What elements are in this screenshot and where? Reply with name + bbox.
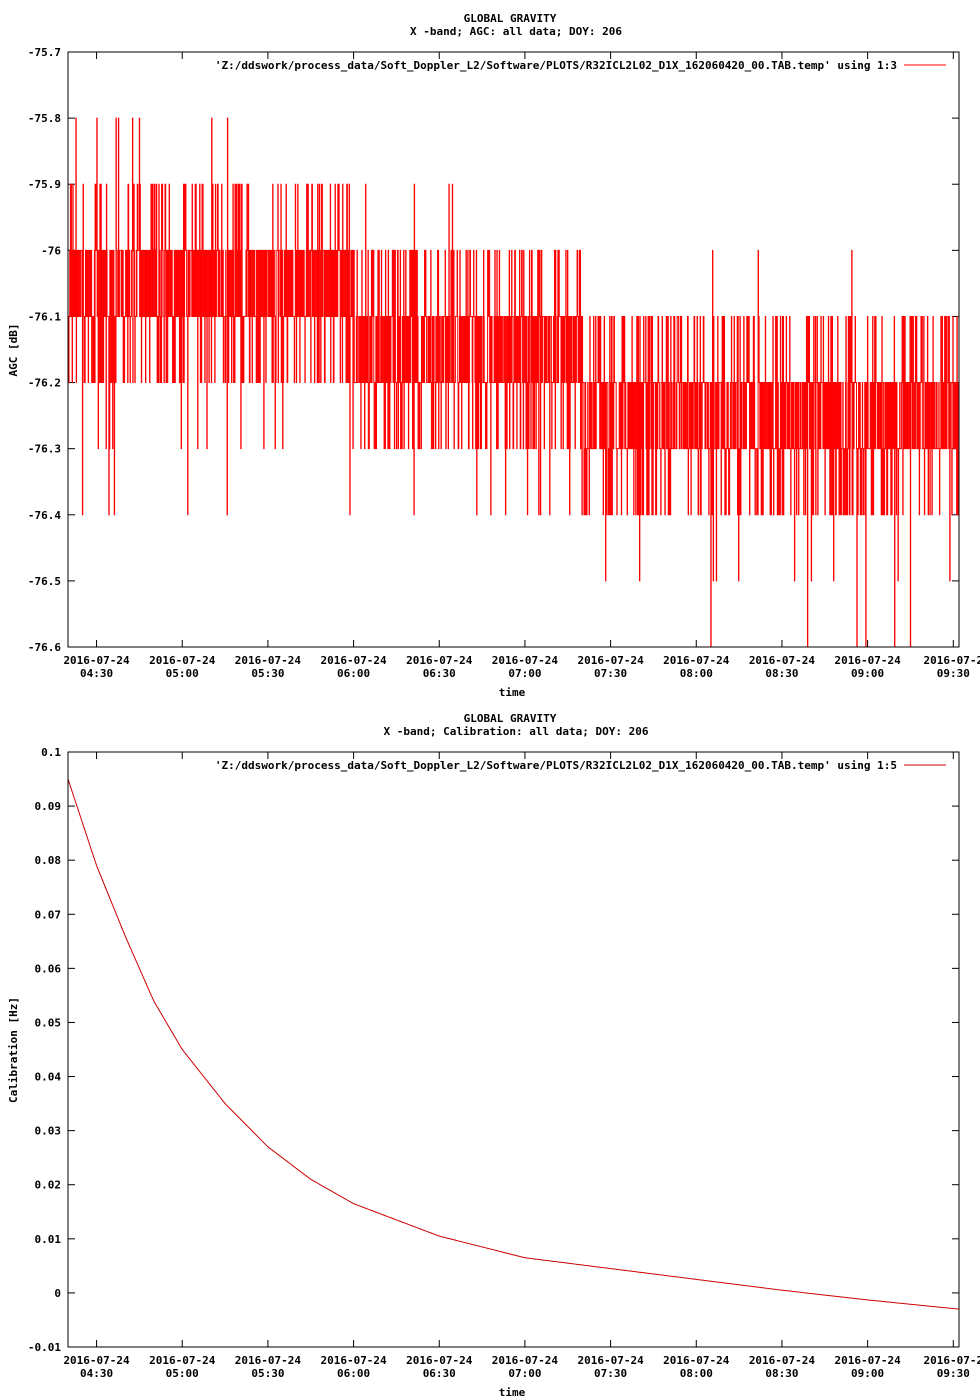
x-tick-label: 06:00 xyxy=(337,667,370,680)
y-tick-label: 0.03 xyxy=(35,1125,62,1138)
series-line xyxy=(67,778,960,1310)
x-tick-label: 09:00 xyxy=(851,1367,884,1380)
x-tick-label: 2016-07-2 xyxy=(923,1354,980,1367)
y-tick-label: 0.06 xyxy=(35,962,62,975)
agc-x-axis-label: time xyxy=(499,686,526,699)
y-tick-label: -75.9 xyxy=(28,178,61,191)
y-tick-label: -75.7 xyxy=(28,46,61,59)
y-tick-label: 0.05 xyxy=(35,1016,62,1029)
y-tick-label: -75.8 xyxy=(28,112,61,125)
x-tick-label: 06:00 xyxy=(337,1367,370,1380)
y-tick-label: 0 xyxy=(54,1287,61,1300)
y-tick-label: -76.6 xyxy=(28,641,61,654)
x-tick-label: 09:30 xyxy=(937,1367,970,1380)
y-tick-label: -76.1 xyxy=(28,310,61,323)
calibration-plot-frame xyxy=(67,751,960,1348)
calibration-x-axis-label: time xyxy=(499,1386,526,1399)
agc-y-axis-label: AGC [dB] xyxy=(7,324,20,377)
agc-legend-text: 'Z:/ddswork/process_data/Soft_Doppler_L2… xyxy=(215,59,897,72)
calibration-y-axis-label: Calibration [Hz] xyxy=(7,997,20,1103)
y-tick-label: 0.1 xyxy=(41,746,61,759)
x-tick-label: 2016-07-24 xyxy=(492,1354,559,1367)
calibration-legend-text: 'Z:/ddswork/process_data/Soft_Doppler_L2… xyxy=(215,759,897,772)
x-tick-label: 06:30 xyxy=(423,1367,456,1380)
x-tick-label: 05:00 xyxy=(166,667,199,680)
y-tick-label: 0.01 xyxy=(35,1233,62,1246)
x-tick-label: 2016-07-24 xyxy=(235,1354,302,1367)
calibration-marks: 0.1 0.09 0.08 0.07 0.06 0.05 0.04 0.03 0.02 0.01 0… xyxy=(28,746,980,1380)
x-tick-label: 2016-07-24 xyxy=(320,654,387,667)
x-tick-label: 2016-07-24 xyxy=(492,654,559,667)
x-tick-label: 05:00 xyxy=(166,1367,199,1380)
x-tick-label: 07:30 xyxy=(594,1367,627,1380)
x-tick-label: 07:30 xyxy=(594,667,627,680)
x-tick-label: 08:30 xyxy=(765,1367,798,1380)
x-tick-label: 2016-07-24 xyxy=(406,654,473,667)
y-tick-label: -0.01 xyxy=(28,1341,61,1354)
x-tick-label: 07:00 xyxy=(508,667,541,680)
calibration-chart-subtitle: X -band; Calibration: all data; DOY: 206 xyxy=(384,725,649,738)
y-tick-label: 0.08 xyxy=(35,854,62,867)
x-tick-label: 2016-07-24 xyxy=(63,1354,130,1367)
x-tick-label: 2016-07-2 xyxy=(923,654,980,667)
x-tick-label: 09:00 xyxy=(851,667,884,680)
y-tick-label: 0.04 xyxy=(35,1071,62,1084)
x-tick-label: 2016-07-24 xyxy=(235,654,302,667)
y-tick-label: -76.5 xyxy=(28,575,61,588)
y-tick-label: -76.4 xyxy=(28,509,61,522)
x-tick-label: 08:00 xyxy=(680,1367,713,1380)
x-tick-label: 2016-07-24 xyxy=(577,654,644,667)
agc-chart-panel: GLOBAL GRAVITY X -band; AGC: all data; D… xyxy=(7,12,980,699)
agc-marks: -75.7 -75.8 -75.9 -76 -76.1 -76.2 -76.3 -76.4 -7… xyxy=(28,46,980,680)
x-tick-label: 06:30 xyxy=(423,667,456,680)
calibration-chart-panel: GLOBAL GRAVITY X -band; Calibration: all… xyxy=(7,712,980,1399)
y-tick-label: -76.3 xyxy=(28,443,61,456)
x-tick-label: 09:30 xyxy=(937,667,970,680)
x-tick-label: 2016-07-24 xyxy=(749,1354,816,1367)
x-tick-label: 2016-07-24 xyxy=(663,1354,730,1367)
x-tick-label: 05:30 xyxy=(251,667,284,680)
x-tick-label: 08:00 xyxy=(680,667,713,680)
series-line xyxy=(67,117,960,648)
x-tick-label: 2016-07-24 xyxy=(577,1354,644,1367)
agc-chart-subtitle: X -band; AGC: all data; DOY: 206 xyxy=(410,25,622,38)
x-tick-label: 2016-07-24 xyxy=(663,654,730,667)
x-tick-label: 2016-07-24 xyxy=(320,1354,387,1367)
x-tick-label: 2016-07-24 xyxy=(63,654,130,667)
x-tick-label: 2016-07-24 xyxy=(834,1354,901,1367)
y-tick-label: -76.2 xyxy=(28,377,61,390)
x-tick-label: 2016-07-24 xyxy=(749,654,816,667)
y-tick-label: -76 xyxy=(41,244,61,257)
y-tick-label: 0.07 xyxy=(35,908,62,921)
x-tick-label: 2016-07-24 xyxy=(834,654,901,667)
calibration-chart-title: GLOBAL GRAVITY xyxy=(464,712,557,725)
x-tick-label: 2016-07-24 xyxy=(406,1354,473,1367)
x-tick-label: 2016-07-24 xyxy=(149,1354,216,1367)
x-tick-label: 04:30 xyxy=(80,667,113,680)
agc-plot-frame xyxy=(67,51,960,648)
y-tick-label: 0.09 xyxy=(35,800,62,813)
x-tick-label: 04:30 xyxy=(80,1367,113,1380)
x-tick-label: 05:30 xyxy=(251,1367,284,1380)
agc-chart-title: GLOBAL GRAVITY xyxy=(464,12,557,25)
x-tick-label: 2016-07-24 xyxy=(149,654,216,667)
x-tick-label: 08:30 xyxy=(765,667,798,680)
y-tick-label: 0.02 xyxy=(35,1179,62,1192)
x-tick-label: 07:00 xyxy=(508,1367,541,1380)
